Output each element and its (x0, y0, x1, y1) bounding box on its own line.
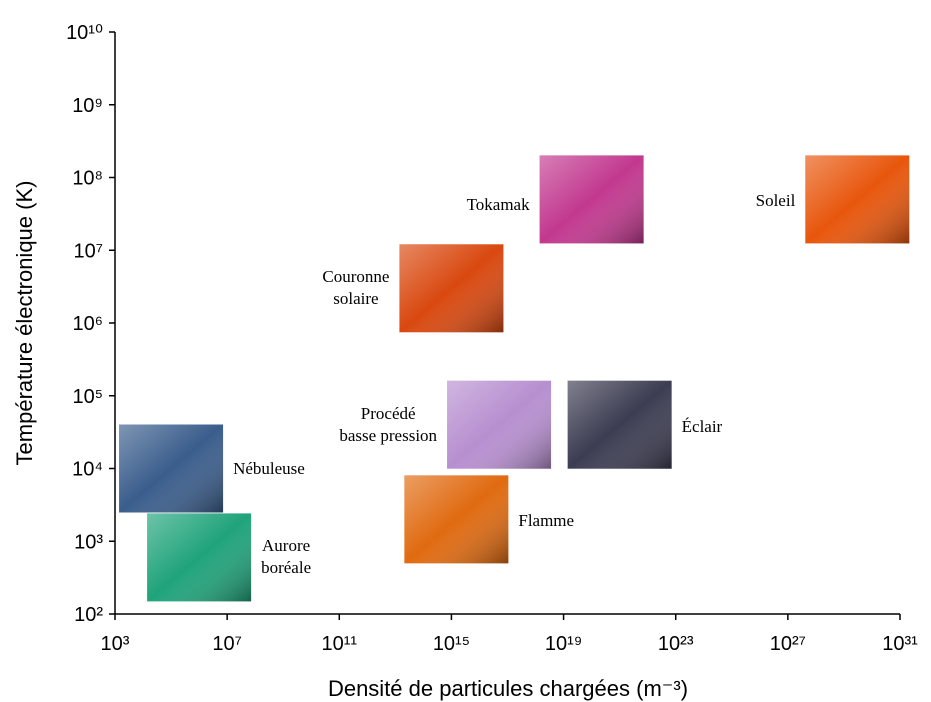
plasma-label: Éclair (681, 416, 723, 436)
y-axis-title: Température électronique (K) (12, 181, 37, 466)
x-tick-label: 10¹⁵ (433, 633, 470, 655)
y-tick-label: 10⁴ (72, 459, 103, 481)
plasma-label: Procédé basse pression (339, 403, 438, 445)
x-tick-label: 10²³ (658, 633, 694, 655)
plasma-image-shade (404, 475, 509, 564)
plasma-image-shade (539, 155, 644, 244)
y-tick-label: 10⁶ (73, 313, 103, 335)
plasma-label: Tokamak (466, 195, 530, 215)
plasma-image-shade (805, 155, 910, 244)
y-tick-label: 10⁸ (72, 168, 103, 190)
plasma-image-shade (447, 380, 552, 469)
x-tick-label: 10¹¹ (321, 633, 357, 655)
plasma-label: Soleil (755, 191, 796, 211)
plasma-label: Couronne solaire (322, 267, 390, 309)
x-axis-title: Densité de particules chargées (m⁻³) (328, 676, 688, 701)
y-tick-label: 10³ (74, 531, 103, 553)
plasma-image-shade (399, 244, 504, 333)
plasma-label: Flamme (518, 511, 575, 531)
plasma-label: Nébuleuse (233, 458, 305, 478)
y-tick-label: 10⁹ (72, 95, 103, 117)
y-tick-label: 10⁵ (72, 386, 103, 408)
plasma-image-shade (567, 380, 672, 469)
y-tick-label: 10² (74, 604, 103, 626)
x-tick-label: 10³¹ (882, 633, 918, 655)
y-tick-label: 10⁷ (74, 240, 103, 262)
y-tick-label: 10¹⁰ (66, 22, 103, 44)
plasma-image-shade (147, 513, 252, 602)
x-tick-label: 10⁷ (212, 633, 241, 655)
x-tick-label: 10³ (101, 633, 130, 655)
x-tick-label: 10¹⁹ (545, 633, 582, 655)
x-tick-label: 10²⁷ (770, 633, 806, 655)
plasma-label: Aurore boréale (261, 536, 312, 578)
plasma-image-shade (119, 424, 224, 513)
